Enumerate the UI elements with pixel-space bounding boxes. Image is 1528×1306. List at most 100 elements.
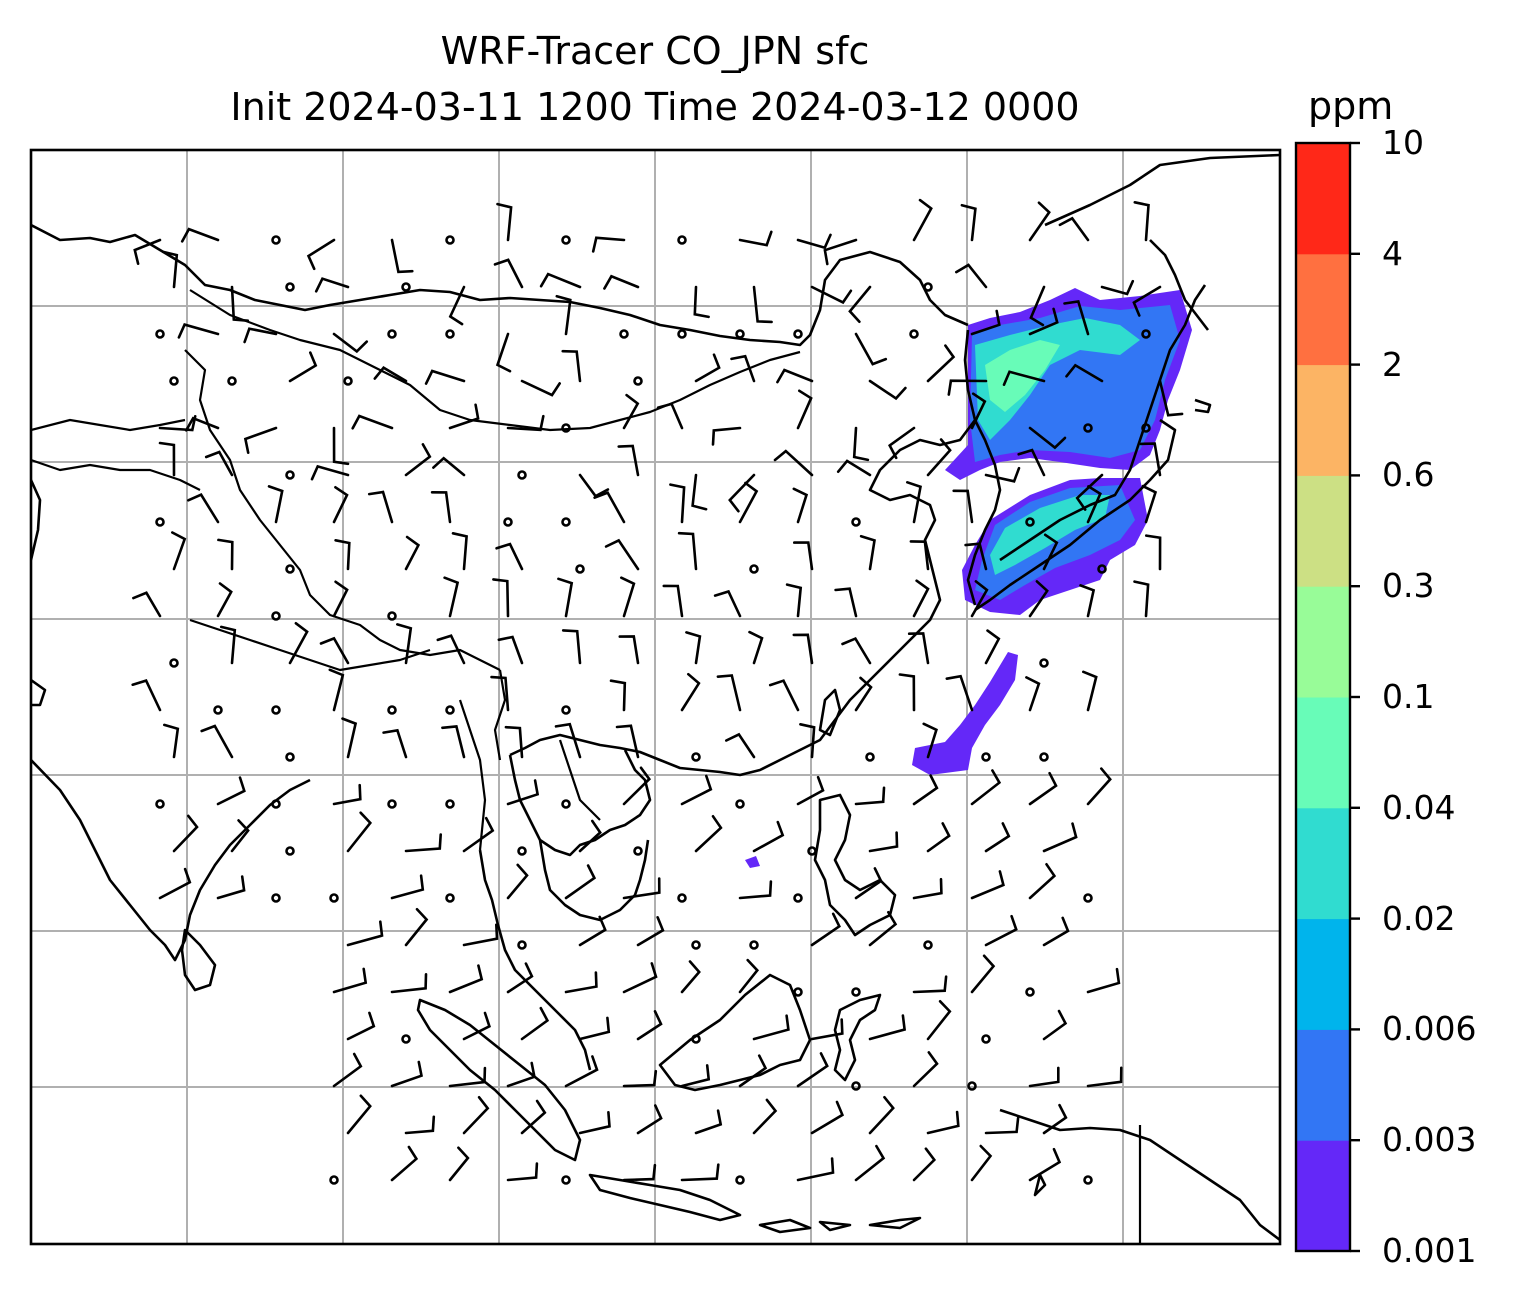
wind-barb	[564, 864, 597, 900]
wind-barb	[1086, 1066, 1123, 1088]
wind-barb	[448, 964, 484, 994]
wind-barb	[506, 1162, 539, 1182]
wind-barb	[868, 379, 907, 401]
wind-barb	[448, 1146, 470, 1182]
wind-barb	[622, 877, 661, 900]
coast-china-east	[509, 329, 977, 777]
wind-barb	[859, 534, 876, 571]
wind-barb	[984, 822, 1011, 853]
wind-barb	[390, 238, 414, 274]
wind-barb	[912, 877, 943, 900]
calm-wind-marker	[517, 940, 527, 950]
wind-barb	[578, 819, 602, 853]
coast-asia-north	[31, 223, 969, 347]
wind-barb	[216, 776, 246, 806]
coast-india	[31, 479, 311, 992]
wind-barb	[926, 1000, 952, 1041]
calm-wind-marker	[343, 376, 353, 386]
wind-barb	[133, 238, 162, 265]
colorbar	[1296, 141, 1360, 1253]
calm-wind-marker	[807, 846, 817, 856]
wind-barb	[1086, 485, 1102, 524]
calm-wind-marker	[387, 705, 397, 715]
wind-barb	[868, 910, 898, 947]
wind-barb	[868, 831, 899, 853]
wind-barb	[555, 294, 572, 336]
calm-wind-marker	[749, 940, 759, 950]
calm-wind-marker	[677, 893, 687, 903]
wind-barb	[984, 629, 1001, 665]
wind-barb	[441, 724, 466, 759]
wind-barb	[1132, 285, 1162, 317]
calm-wind-marker	[285, 564, 295, 574]
wind-barb	[332, 783, 362, 806]
wind-barb	[680, 1163, 720, 1182]
map-border	[29, 148, 1282, 1246]
wind-barb	[926, 438, 952, 477]
wind-barb	[578, 915, 607, 947]
wind-barb	[432, 456, 466, 477]
wind-barb	[158, 415, 197, 432]
border-himalaya	[189, 618, 431, 672]
calm-wind-marker	[561, 799, 571, 809]
wind-barb	[796, 1157, 835, 1182]
coast-malay	[478, 849, 592, 1071]
wind-barb	[926, 344, 956, 383]
calm-wind-marker	[561, 423, 571, 433]
wind-barb	[854, 332, 888, 366]
calm-wind-marker	[677, 329, 687, 339]
wind-barb	[462, 923, 499, 947]
wind-barb	[669, 483, 686, 524]
tracer-plume	[745, 288, 1192, 868]
border-central-asia	[31, 418, 201, 491]
colorbar-tick-label: 2	[1382, 344, 1403, 384]
wind-barb	[796, 775, 825, 806]
wind-barb	[810, 1100, 845, 1135]
wind-barb	[495, 542, 524, 571]
wind-barb	[970, 769, 1002, 806]
colorbar-tick-label: 0.02	[1382, 898, 1456, 938]
wind-barb	[738, 880, 773, 900]
wind-barb	[952, 489, 974, 524]
wind-barb	[506, 779, 540, 806]
wind-barb	[1082, 670, 1098, 712]
wind-barb	[404, 1115, 436, 1135]
wind-barb	[506, 414, 545, 432]
wind-barb	[493, 258, 524, 289]
wind-barb	[738, 230, 773, 247]
wind-barb	[591, 236, 626, 253]
wind-barb	[1017, 448, 1046, 477]
colorbar-tick-label: 4	[1382, 233, 1403, 273]
wind-barb	[926, 822, 951, 853]
wind-barb	[314, 277, 350, 293]
calm-wind-marker	[561, 235, 571, 245]
wind-barb	[163, 723, 180, 759]
wind-barb	[793, 541, 814, 571]
calm-wind-marker	[923, 282, 933, 292]
wind-barb	[578, 1111, 611, 1135]
colorbar-segment	[1296, 364, 1350, 476]
wind-barb	[694, 353, 721, 383]
wind-barb	[216, 875, 246, 900]
wind-barb	[216, 582, 233, 618]
wind-barb	[288, 622, 309, 665]
calm-wind-marker	[271, 705, 281, 715]
wind-barb	[404, 535, 421, 571]
wind-barb	[404, 907, 429, 947]
calm-wind-marker	[865, 752, 875, 762]
wind-barb	[496, 202, 513, 242]
wind-barb	[955, 263, 988, 289]
wind-barb	[680, 960, 701, 994]
calm-wind-marker	[561, 1175, 571, 1185]
wind-barb	[332, 332, 369, 354]
wind-barb	[810, 1018, 844, 1041]
wind-barb	[823, 238, 858, 266]
wind-barb	[520, 379, 561, 397]
colorbar-segment	[1296, 143, 1350, 255]
colorbar-segment	[1296, 1140, 1350, 1252]
calm-wind-marker	[387, 329, 397, 339]
wind-barb	[1029, 285, 1046, 327]
colorbar-tick-label: 0.003	[1382, 1120, 1477, 1160]
wind-barb	[970, 580, 989, 618]
wind-barb	[792, 633, 814, 665]
